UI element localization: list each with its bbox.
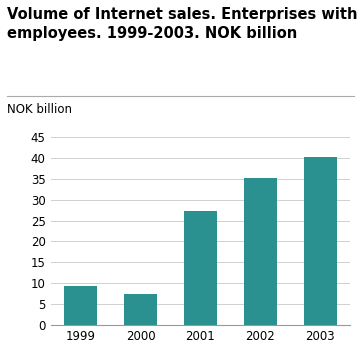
Bar (304, 157, 336, 325)
Bar (124, 295, 157, 325)
Text: Volume of Internet sales. Enterprises with 10+
employees. 1999-2003. NOK billion: Volume of Internet sales. Enterprises wi… (7, 7, 361, 41)
Bar (184, 211, 217, 325)
Text: NOK billion: NOK billion (7, 103, 72, 116)
Bar (64, 286, 97, 325)
Bar (244, 178, 277, 325)
